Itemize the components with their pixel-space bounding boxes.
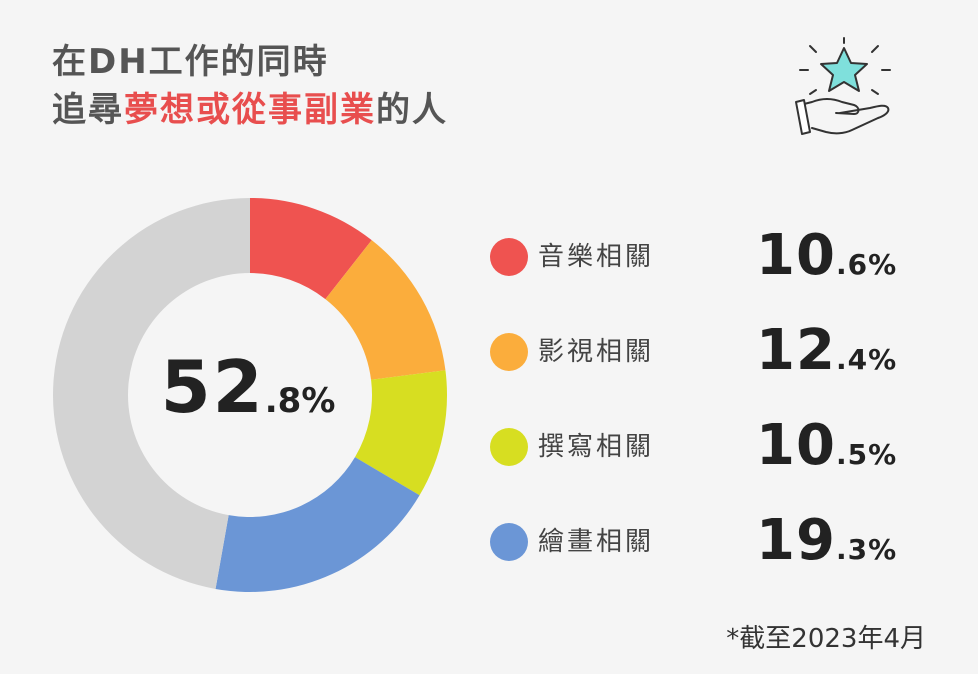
legend-value-drawing: 19.3%	[756, 511, 897, 580]
legend-value-music: 10.6%	[756, 226, 897, 295]
title-line-2: 追尋夢想或從事副業的人	[52, 86, 448, 134]
legend-dot-drawing	[490, 523, 528, 561]
legend-item-drawing: 繪畫相關 19.3%	[490, 511, 920, 606]
title-line-1: 在DH工作的同時	[52, 42, 329, 82]
legend-value-writing: 10.5%	[756, 416, 897, 485]
legend-value-decimal-film: .4	[835, 343, 869, 376]
legend-label-writing: 撰寫相關	[538, 432, 655, 462]
legend-item-writing: 撰寫相關 10.5%	[490, 416, 920, 511]
legend-value-unit-film: %	[868, 343, 898, 376]
legend-dot-music	[490, 238, 528, 276]
legend-dot-film	[490, 333, 528, 371]
legend: 音樂相關 10.6% 影視相關 12.4% 撰寫相關 10.5% 繪畫相關 19…	[490, 226, 920, 606]
legend-value-unit-music: %	[868, 248, 898, 281]
legend-value-decimal-music: .6	[835, 248, 869, 281]
donut-slice-writing	[355, 370, 447, 496]
legend-label-music: 音樂相關	[538, 242, 655, 272]
center-total: 52.8%	[148, 345, 348, 429]
legend-value-unit-writing: %	[868, 438, 898, 471]
donut-slice-drawing	[215, 457, 420, 592]
donut-slice-film	[325, 240, 446, 380]
title-line-2-suffix: 的人	[376, 90, 448, 130]
center-total-unit: %	[301, 381, 336, 421]
legend-value-decimal-writing: .5	[835, 438, 869, 471]
legend-value-main-film: 12	[756, 318, 836, 383]
donut-slice-music	[250, 198, 372, 300]
legend-label-film: 影視相關	[538, 337, 655, 367]
legend-value-film: 12.4%	[756, 321, 897, 390]
title-highlight: 夢想或從事副業	[124, 90, 376, 130]
hand-holding-star-icon	[795, 37, 891, 135]
legend-value-main-music: 10	[756, 223, 836, 288]
legend-value-main-writing: 10	[756, 413, 836, 478]
date-note: *截至2023年4月	[726, 624, 926, 654]
donut-slice-other	[53, 198, 251, 589]
center-total-main: 52	[160, 345, 265, 429]
legend-item-film: 影視相關 12.4%	[490, 321, 920, 416]
donut-chart	[53, 198, 447, 592]
legend-item-music: 音樂相關 10.6%	[490, 226, 920, 321]
legend-dot-writing	[490, 428, 528, 466]
legend-label-drawing: 繪畫相關	[538, 527, 655, 557]
legend-value-main-drawing: 19	[756, 508, 836, 573]
title-line-2-prefix: 追尋	[52, 90, 124, 130]
chart-title: 在DH工作的同時 追尋夢想或從事副業的人	[52, 38, 448, 134]
legend-value-unit-drawing: %	[868, 533, 898, 566]
legend-value-decimal-drawing: .3	[835, 533, 869, 566]
center-total-decimal: .8	[264, 381, 302, 421]
